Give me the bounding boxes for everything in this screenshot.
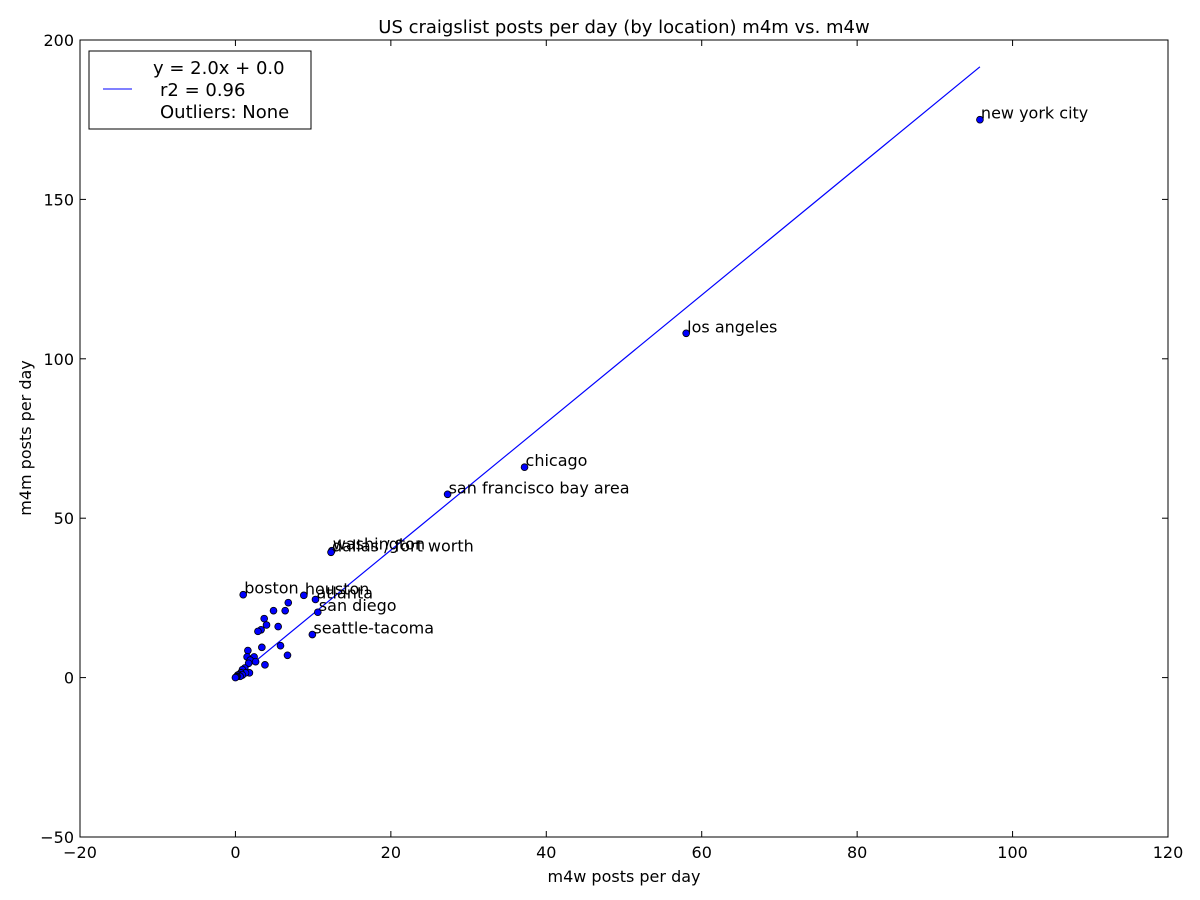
point-label: san francisco bay area (449, 478, 630, 497)
x-tick-label: 0 (230, 843, 240, 862)
axis-ticks: −20 0 20 40 60 80 100 120 −50 0 50 100 150 200 (40, 31, 1183, 862)
data-point (443, 490, 452, 499)
data-point (281, 606, 289, 615)
plot-frame (79, 39, 1169, 838)
legend-outliers: Outliers: None (160, 102, 289, 123)
data-point (244, 646, 252, 655)
x-tick-label: 100 (997, 843, 1028, 862)
x-tick-label: 20 (381, 843, 401, 862)
data-point (254, 627, 262, 636)
data-point (284, 598, 293, 607)
data-point (269, 606, 278, 615)
y-tick-label: 50 (54, 509, 74, 528)
point-label: houston (305, 579, 370, 598)
y-tick-label: −50 (40, 828, 74, 847)
data-point (300, 591, 308, 600)
data-point (274, 622, 282, 631)
data-point (260, 614, 268, 623)
data-point (327, 548, 335, 557)
point-label: seattle-tacoma (313, 619, 434, 638)
point-label: chicago (526, 451, 588, 470)
y-tick-label: 200 (43, 31, 74, 50)
point-label: boston (244, 579, 298, 598)
data-point (283, 651, 292, 660)
data-point (239, 590, 248, 599)
x-tick-label: 60 (692, 843, 712, 862)
data-point (520, 463, 529, 471)
x-tick-label: 80 (847, 843, 867, 862)
x-axis-label: m4w posts per day (547, 867, 700, 886)
y-tick-label: 100 (43, 350, 74, 369)
point-label: new york city (981, 104, 1088, 123)
data-point (682, 329, 690, 338)
plot-area: new york city los angeles chicago san franc… (231, 66, 1088, 682)
x-tick-label: 40 (536, 843, 556, 862)
data-point (314, 608, 322, 617)
data-point (251, 657, 260, 666)
legend: y = 2.0x + 0.0 r2 = 0.96 Outliers: None (88, 50, 312, 130)
legend-equation: y = 2.0x + 0.0 (153, 58, 285, 79)
fit-line (235, 66, 981, 678)
x-tick-label: −20 (63, 843, 97, 862)
point-label: los angeles (687, 317, 777, 336)
data-point (976, 115, 984, 124)
data-point (311, 595, 320, 604)
x-tick-label: 120 (1153, 843, 1184, 862)
data-point (261, 661, 269, 669)
data-point (308, 630, 317, 639)
data-point (276, 641, 285, 650)
chart-title: US craigslist posts per day (by location… (378, 17, 869, 38)
data-point (231, 673, 240, 682)
point-label: atlanta (316, 583, 373, 602)
legend-r2: r2 = 0.96 (160, 80, 245, 101)
data-point (258, 643, 266, 652)
legend-box (88, 50, 312, 130)
point-label: dallas / fort worth (332, 536, 474, 555)
y-tick-label: 0 (64, 669, 74, 688)
y-tick-label: 150 (43, 190, 74, 209)
y-axis-label: m4m posts per day (16, 360, 35, 516)
data-point (262, 621, 271, 629)
point-label: san diego (319, 596, 397, 615)
point-label: washington (333, 535, 425, 554)
